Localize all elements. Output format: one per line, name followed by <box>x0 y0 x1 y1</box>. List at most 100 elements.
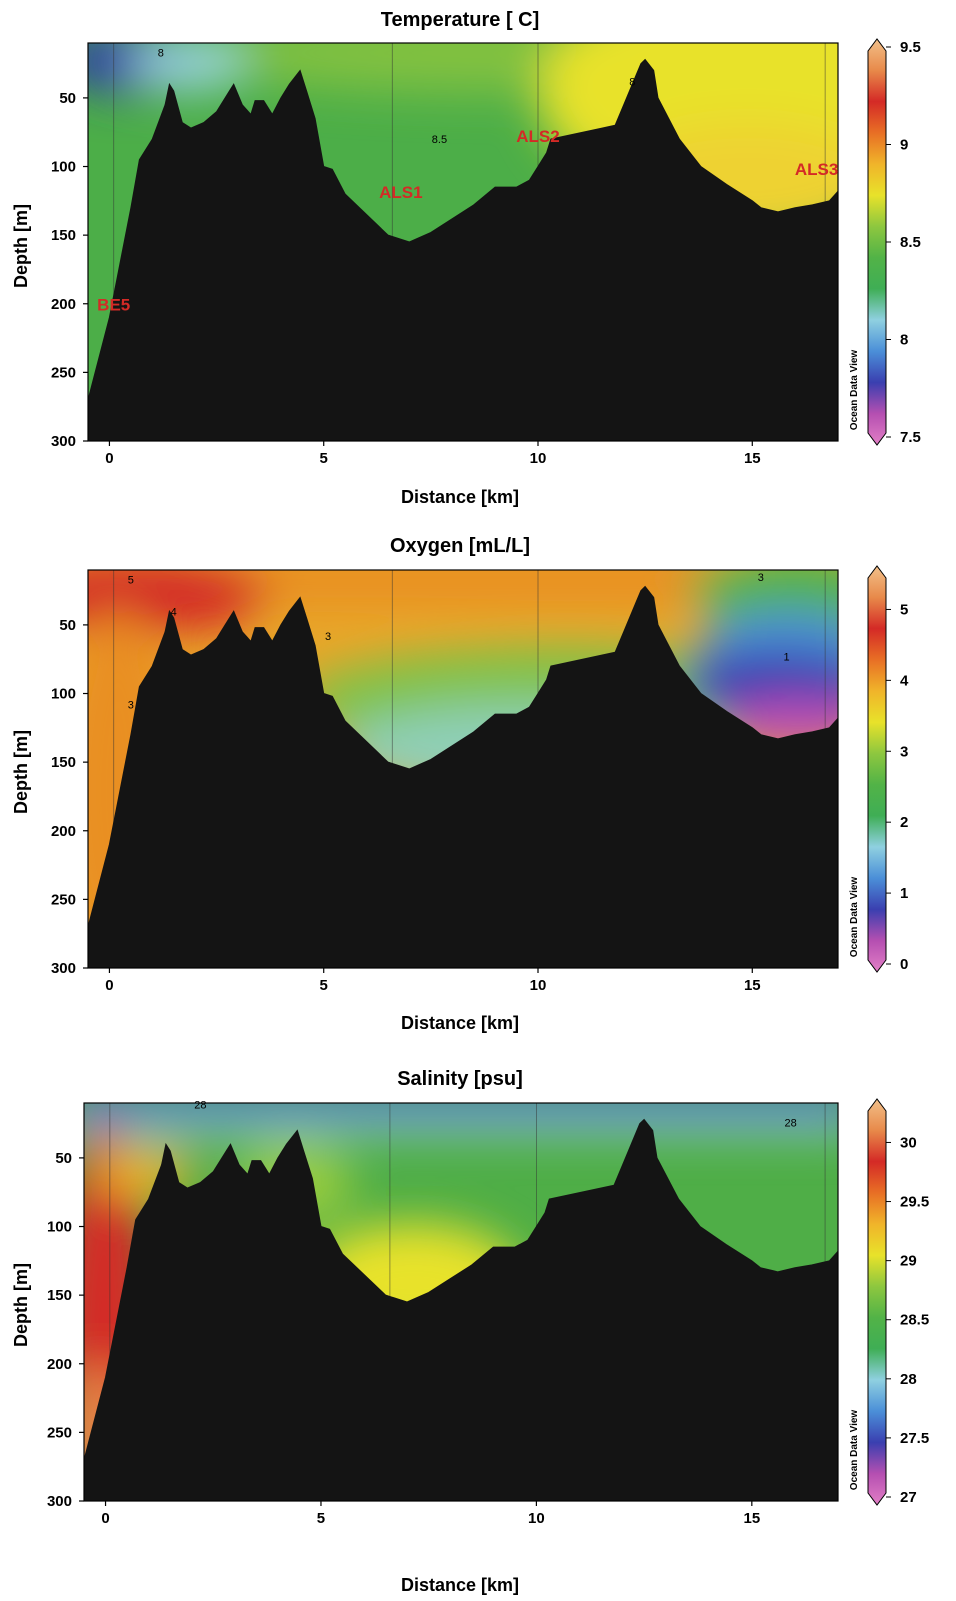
y-axis-label: Depth [m] <box>11 1263 31 1347</box>
colorbar-tick-label: 1 <box>900 885 908 902</box>
station-label: ALS1 <box>379 183 422 202</box>
y-tick-label: 150 <box>51 227 76 244</box>
temperature-plot-area: 8 8.5 8 BE5 ALS1 ALS2 ALS3 <box>87 42 839 442</box>
colorbar-tick-label: 30 <box>900 1134 917 1151</box>
y-tick-label: 250 <box>51 891 76 908</box>
colorbar-tick-label: 2 <box>900 814 908 831</box>
x-axis-label: Distance [km] <box>401 1575 519 1595</box>
colorbar-tick-label: 27 <box>900 1489 917 1506</box>
y-tick-label: 100 <box>51 686 76 703</box>
contour-label: 8 <box>158 48 164 60</box>
colorbar-scale <box>867 1098 887 1506</box>
x-tick-label: 5 <box>317 1510 325 1527</box>
contour-label: 1 <box>784 652 790 664</box>
station-label: BE5 <box>97 296 130 315</box>
y-tick-label: 200 <box>47 1356 72 1373</box>
color-field <box>88 570 838 968</box>
x-tick-label: 0 <box>105 450 113 467</box>
colorbar-tick-label: 9.5 <box>900 39 921 56</box>
contour-label: 3 <box>758 572 764 584</box>
ocean-data-view-watermark: Ocean Data View <box>849 350 860 431</box>
color-field <box>88 43 838 441</box>
colorbar-tick-label: 3 <box>900 743 908 760</box>
y-tick-label: 100 <box>51 159 76 176</box>
y-tick-label: 300 <box>51 960 76 977</box>
y-tick-label: 250 <box>47 1424 72 1441</box>
contour-label: 4 <box>171 606 177 618</box>
salinity-plot-area: 28 28 <box>83 1099 839 1502</box>
plot-frame <box>87 569 839 969</box>
x-tick-label: 5 <box>320 450 328 467</box>
y-axis-label: Depth [m] <box>11 204 31 288</box>
chart-title: Salinity [psu] <box>397 1068 523 1090</box>
x-axis-label: Distance [km] <box>401 487 519 507</box>
colorbar-tick-label: 0 <box>900 956 908 973</box>
plot-frame <box>87 42 839 442</box>
y-tick-label: 300 <box>51 433 76 450</box>
contour-label: 8 <box>629 77 635 89</box>
contour-label: 3 <box>128 700 134 712</box>
x-axis-ticks: 0 5 10 15 <box>101 1501 760 1527</box>
colorbar-tick-label: 28 <box>900 1371 917 1388</box>
colorbar-scale <box>867 565 887 973</box>
contour-label: 8.5 <box>432 134 447 146</box>
colorbar-tick-label: 5 <box>900 601 908 618</box>
x-tick-label: 15 <box>743 1510 760 1527</box>
temperature-panel: Temperature [ C] 8 8.5 8 BE5 ALS1 ALS2 ALS3 0 5… <box>11 9 921 507</box>
colorbar-tick-label: 29.5 <box>900 1194 929 1211</box>
station-label: ALS2 <box>516 127 559 146</box>
contour-label: 5 <box>128 575 134 587</box>
x-tick-label: 10 <box>528 1510 545 1527</box>
x-tick-label: 10 <box>530 450 547 467</box>
temperature-colorbar: 9.5 9 8.5 8 7.5 <box>867 38 921 446</box>
station-label: ALS3 <box>795 160 838 179</box>
contour-label: 28 <box>784 1117 796 1129</box>
y-tick-label: 50 <box>59 617 76 634</box>
y-axis-ticks: 50 100 150 200 250 300 <box>51 617 88 977</box>
salinity-colorbar: 30 29.5 29 28.5 28 27.5 27 <box>867 1098 929 1506</box>
x-tick-label: 15 <box>744 450 761 467</box>
x-axis-ticks: 0 5 10 15 <box>105 441 761 467</box>
y-tick-label: 50 <box>59 90 76 107</box>
x-tick-label: 5 <box>320 977 328 994</box>
y-tick-label: 50 <box>55 1150 72 1167</box>
colorbar-tick-label: 29 <box>900 1253 917 1270</box>
x-axis-label: Distance [km] <box>401 1013 519 1033</box>
y-tick-label: 100 <box>47 1219 72 1236</box>
y-axis-label: Depth [m] <box>11 730 31 814</box>
plot-frame <box>83 1102 839 1502</box>
contour-label: 3 <box>325 631 331 643</box>
x-tick-label: 15 <box>744 977 761 994</box>
colorbar-tick-label: 28.5 <box>900 1312 929 1329</box>
y-tick-label: 300 <box>47 1493 72 1510</box>
y-tick-label: 150 <box>47 1287 72 1304</box>
ocean-data-view-watermark: Ocean Data View <box>849 1410 860 1491</box>
oxygen-plot-area: 5 4 3 3 3 1 <box>87 569 839 969</box>
colorbar-tick-label: 7.5 <box>900 429 921 446</box>
colorbar-tick-label: 8.5 <box>900 234 921 251</box>
colorbar-scale <box>867 38 887 446</box>
ocean-data-view-watermark: Ocean Data View <box>849 877 860 958</box>
x-axis-ticks: 0 5 10 15 <box>105 968 761 994</box>
seafloor-bathymetry <box>88 585 838 968</box>
colorbar-tick-label: 4 <box>900 672 909 689</box>
x-tick-label: 0 <box>105 977 113 994</box>
oxygen-colorbar: 5 4 3 2 1 0 <box>867 565 909 973</box>
x-tick-label: 0 <box>101 1510 109 1527</box>
y-axis-ticks: 50 100 150 200 250 300 <box>47 1150 84 1510</box>
contour-label: 28 <box>194 1099 206 1111</box>
y-tick-label: 200 <box>51 296 76 313</box>
colorbar-tick-label: 27.5 <box>900 1430 929 1447</box>
y-tick-label: 150 <box>51 754 76 771</box>
y-tick-label: 200 <box>51 823 76 840</box>
x-tick-label: 10 <box>530 977 547 994</box>
chart-title: Temperature [ C] <box>381 9 540 31</box>
seafloor-bathymetry <box>88 58 838 441</box>
seafloor-bathymetry <box>84 1118 838 1501</box>
y-tick-label: 250 <box>51 364 76 381</box>
chart-title: Oxygen [mL/L] <box>390 535 530 557</box>
salinity-panel: Salinity [psu] 28 28 0 5 10 15 50 100 150 200 25… <box>11 1068 929 1595</box>
colorbar-tick-label: 8 <box>900 332 908 349</box>
